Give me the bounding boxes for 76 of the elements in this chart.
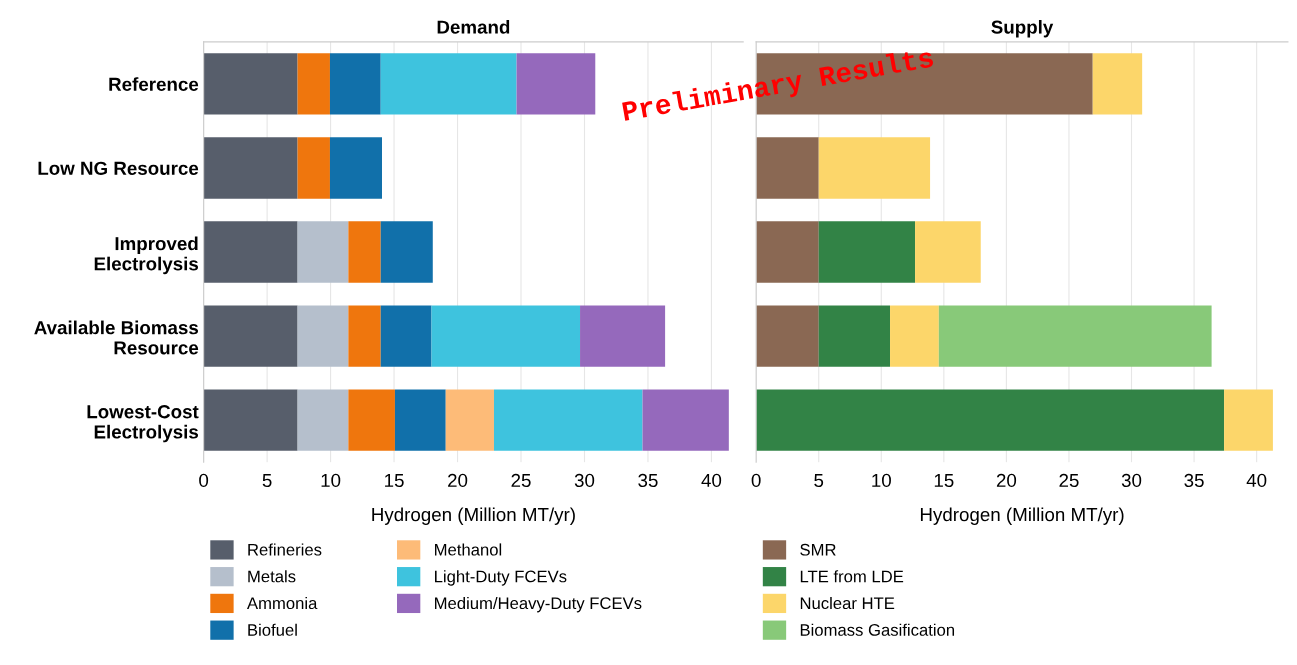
x-tick-label: 35 [638, 473, 658, 488]
bar [1224, 389, 1273, 451]
bar [756, 389, 1225, 451]
bar [380, 53, 517, 115]
x-tick-label: 5 [814, 473, 824, 488]
bar [516, 53, 596, 115]
bar [642, 389, 729, 451]
bar [348, 221, 381, 283]
bar [348, 305, 381, 367]
bar [493, 389, 643, 451]
bar [348, 389, 395, 451]
bar [329, 53, 381, 115]
legend-label: Nuclear HTE [800, 596, 895, 610]
bar [297, 53, 330, 115]
x-tick-label: 5 [262, 473, 272, 488]
bar [756, 137, 819, 199]
legend-label: Biomass Gasification [800, 623, 955, 636]
x-tick-label: 15 [385, 473, 404, 488]
bar [580, 305, 666, 367]
bar [431, 305, 581, 367]
bar [890, 305, 939, 367]
bar [297, 305, 349, 367]
x-axis-title: Hydrogen (Million MT/yr) [920, 507, 1124, 525]
x-tick-label: 40 [701, 473, 722, 488]
bar [1092, 53, 1143, 115]
bar [203, 221, 298, 283]
legend-label: Ammonia [247, 596, 318, 610]
bar [915, 221, 981, 283]
bar [297, 137, 330, 199]
bar [297, 221, 349, 283]
x-tick-label: 10 [872, 473, 891, 488]
y-tick-label: Lowest-Cost Electrolysis [87, 405, 199, 443]
x-axis-title: Hydrogen (Million MT/yr) [372, 507, 575, 525]
bar [329, 137, 382, 199]
x-tick-label: 15 [934, 473, 954, 488]
legend-label: Metals [248, 570, 296, 583]
bar [445, 389, 494, 451]
bar [756, 305, 819, 367]
chart-title: Demand [437, 19, 510, 34]
bar [380, 221, 433, 283]
x-tick-label: 10 [321, 473, 341, 488]
bar [203, 305, 298, 367]
bar [818, 137, 931, 199]
legend-label: SMR [800, 543, 836, 556]
x-tick-label: 0 [751, 473, 761, 488]
x-tick-label: 25 [1059, 473, 1079, 488]
bar [297, 389, 349, 451]
legend-label: Methanol [435, 543, 502, 556]
legend-label: Refineries [248, 543, 322, 556]
chart-title: Supply [991, 19, 1054, 38]
legend-label: Light-Duty FCEVs [435, 570, 567, 586]
y-tick-label: Reference [109, 77, 199, 91]
bar [394, 389, 446, 451]
bar [380, 305, 432, 367]
x-tick-label: 0 [199, 473, 209, 488]
x-tick-label: 20 [448, 473, 468, 488]
x-tick-label: 30 [574, 473, 595, 488]
annotation: Preliminary Results [621, 46, 935, 127]
y-tick-label: Improved Electrolysis [94, 236, 199, 275]
bar [756, 221, 819, 283]
x-tick-label: 30 [1121, 473, 1142, 488]
x-tick-label: 40 [1246, 473, 1267, 488]
x-tick-label: 35 [1184, 473, 1204, 488]
legend-label: Biofuel [248, 623, 297, 636]
legend-label: LTE from LDE [800, 570, 904, 583]
bar [818, 305, 891, 367]
bar [203, 389, 298, 451]
bar [818, 221, 916, 283]
legend-label: Medium/Heavy-Duty FCEVs [435, 596, 642, 613]
y-tick-label: Low NG Resource [38, 161, 199, 175]
y-tick-label: Available Biomass Resource [34, 320, 199, 355]
x-tick-label: 25 [511, 473, 531, 488]
x-tick-label: 20 [996, 473, 1017, 488]
bar [203, 137, 298, 199]
bar [203, 53, 298, 115]
bar [938, 305, 1212, 367]
